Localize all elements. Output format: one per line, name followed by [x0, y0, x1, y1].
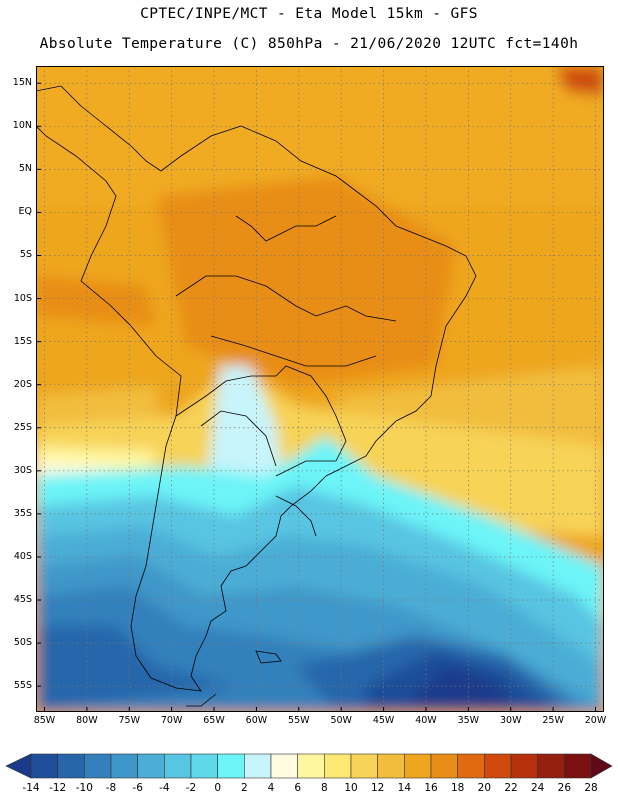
- colorbar-swatch: [84, 753, 112, 779]
- colorbar-min-arrow: [5, 753, 32, 779]
- colorbar-swatch: [297, 753, 325, 779]
- lat-lon-grid: [36, 66, 604, 712]
- colorbar-label: 6: [294, 782, 301, 794]
- colorbar-label: -10: [75, 782, 93, 794]
- colorbar-label: 18: [450, 782, 465, 794]
- lat-tick-label: 40S: [13, 550, 32, 562]
- colorbar-label: 14: [397, 782, 412, 794]
- colorbar-label: -2: [185, 782, 197, 794]
- lon-tick-label: 50W: [330, 715, 352, 726]
- map-title: CPTEC/INPE/MCT - Eta Model 15km - GFS: [140, 6, 478, 22]
- colorbar-label: 24: [530, 782, 545, 794]
- lon-tick-label: 80W: [76, 715, 98, 726]
- colorbar-label: -6: [132, 782, 143, 794]
- lon-tick-label: 55W: [288, 715, 310, 726]
- lat-tick-label: 15N: [12, 77, 32, 89]
- coastlines: [36, 85, 477, 707]
- lon-tick-label: 20W: [584, 715, 607, 726]
- colorbar-swatch: [484, 753, 512, 779]
- colorbar-label: 20: [477, 782, 492, 794]
- lon-tick-label: 25W: [542, 715, 564, 726]
- colorbar-label: -8: [105, 782, 117, 794]
- colorbar-label: 8: [320, 782, 328, 794]
- colorbar-swatch: [377, 753, 405, 779]
- colorbar-swatch: [324, 753, 352, 779]
- temperature-field: [36, 66, 604, 712]
- colorbar-swatch: [430, 753, 458, 779]
- lat-tick-label: 20S: [13, 378, 32, 390]
- lon-tick-label: 70W: [160, 715, 183, 726]
- lon-tick-label: 85W: [33, 715, 56, 726]
- colorbar-swatch: [564, 753, 592, 779]
- lon-tick-label: 60W: [245, 715, 268, 726]
- lat-tick-label: 35S: [13, 507, 32, 519]
- colorbar-label: 10: [344, 782, 358, 794]
- colorbar-swatch: [244, 753, 272, 779]
- colorbar-label: -12: [49, 782, 67, 794]
- lat-tick-label: 5N: [18, 163, 32, 175]
- map-frame: [36, 66, 604, 712]
- lon-tick-label: 35W: [457, 715, 480, 726]
- lon-tick-label: 65W: [203, 715, 225, 726]
- lat-tick-label: 45S: [13, 594, 32, 606]
- lat-tick-label: 25S: [13, 421, 32, 433]
- colorbar-label: 28: [584, 782, 598, 794]
- colorbar-label: 12: [370, 782, 385, 794]
- colorbar-swatch: [510, 753, 538, 779]
- colorbar-swatch: [404, 753, 432, 779]
- colorbar-label: -4: [159, 782, 170, 794]
- colorbar-swatch: [164, 753, 192, 779]
- colorbar-swatch: [537, 753, 565, 779]
- colorbar-label: 16: [424, 782, 438, 794]
- colorbar-swatch: [110, 753, 138, 779]
- lat-tick-label: 50S: [13, 637, 32, 649]
- lon-tick-label: 40W: [415, 715, 437, 726]
- lat-tick-label: 5S: [19, 249, 32, 261]
- lat-tick-label: 10S: [13, 292, 32, 304]
- lat-tick-label: 10N: [12, 120, 32, 132]
- lon-tick-label: 45W: [372, 715, 395, 726]
- temperature-map: [36, 66, 604, 712]
- colorbar-swatch: [270, 753, 298, 779]
- colorbar-swatch: [137, 753, 165, 779]
- lat-tick-label: 30S: [13, 464, 32, 476]
- colorbar: [5, 753, 613, 779]
- colorbar-label: 0: [214, 782, 221, 794]
- colorbar-swatch: [350, 753, 378, 779]
- map-subtitle: Absolute Temperature (C) 850hPa - 21/06/…: [39, 36, 579, 52]
- lon-tick-label: 75W: [118, 715, 140, 726]
- colorbar-label: 2: [240, 782, 248, 794]
- lon-tick-label: 30W: [499, 715, 522, 726]
- colorbar-swatch: [30, 753, 58, 779]
- colorbar-label: 26: [557, 782, 572, 794]
- colorbar-label: 4: [267, 782, 275, 794]
- colorbar-max-arrow: [590, 753, 613, 779]
- lat-tick-label: 15S: [13, 335, 32, 347]
- colorbar-swatch: [217, 753, 245, 779]
- colorbar-label: 22: [504, 782, 518, 794]
- colorbar-swatch: [190, 753, 218, 779]
- colorbar-swatch: [57, 753, 85, 779]
- lat-tick-label: EQ: [18, 206, 32, 218]
- colorbar-swatch: [457, 753, 485, 779]
- lat-tick-label: 55S: [13, 680, 32, 692]
- colorbar-label: -14: [22, 782, 40, 794]
